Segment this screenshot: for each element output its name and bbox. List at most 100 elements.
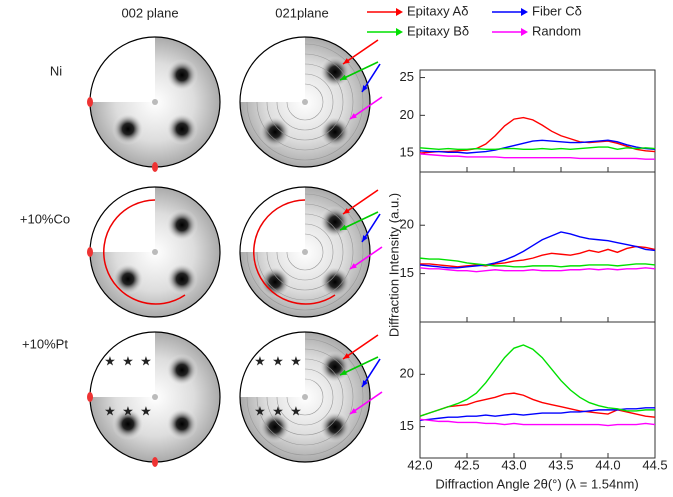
pole-marker [87, 392, 93, 402]
x-tick-label: 42.5 [454, 457, 479, 472]
y-tick-label: 25 [400, 69, 414, 84]
arrow [342, 189, 379, 215]
pole-arc [253, 199, 336, 305]
pole-cutout [89, 331, 155, 397]
pole-spot [166, 113, 198, 145]
arrow [349, 246, 383, 270]
legend-label: Epitaxy Bδ [407, 23, 469, 38]
series-line [419, 146, 656, 151]
pole-center [302, 249, 308, 255]
pole-star: ★ [140, 403, 152, 418]
series-line [419, 257, 656, 268]
pole-star: ★ [254, 353, 266, 368]
series-line [419, 139, 656, 154]
series-line [420, 245, 656, 268]
pole-center [302, 99, 308, 105]
y-tick-label: 20 [400, 217, 414, 232]
pole-star: ★ [254, 403, 266, 418]
arrow [349, 96, 383, 120]
pole-marker [152, 457, 158, 467]
pole-outline [239, 36, 371, 168]
legend-label: Fiber Cδ [532, 3, 582, 18]
arrow-head [362, 85, 368, 92]
y-tick-label: 15 [400, 265, 414, 280]
pole-outline [239, 331, 371, 463]
pole-spot [112, 263, 144, 295]
arrow-head [340, 369, 347, 375]
pole-marker [152, 162, 158, 172]
arrow-head [350, 263, 357, 269]
legend-label: Epitaxy Aδ [407, 3, 468, 18]
pole-star: ★ [272, 403, 284, 418]
arrow-head [350, 408, 357, 414]
pole-star: ★ [140, 353, 152, 368]
pole-spot [319, 266, 351, 298]
panel-frame [419, 171, 656, 323]
legend-label: Random [532, 23, 581, 38]
x-tick-label: 43.5 [548, 457, 573, 472]
pole-star: ★ [122, 353, 134, 368]
pole-spot [166, 59, 198, 91]
x-tick-label: 44.0 [595, 457, 620, 472]
series-line [419, 407, 655, 422]
legend-swatch [521, 28, 528, 36]
legend-swatch [396, 28, 403, 36]
arrow-head [343, 353, 350, 359]
arrow-head [340, 74, 347, 80]
pole-spot [166, 263, 198, 295]
plot: Epitaxy Aδ Fiber Cδ Epitaxy Bδ Random 15 20 25… [367, 3, 668, 472]
pole-arc [103, 199, 186, 305]
pole-spot [166, 408, 198, 440]
pole-spot [319, 411, 351, 443]
y-tick-label: 20 [400, 107, 414, 122]
row-label: +10%Co [20, 211, 70, 226]
pole-center [152, 394, 158, 400]
pole-spot [259, 411, 291, 443]
pole-spot [166, 209, 198, 241]
pole-star: ★ [290, 403, 302, 418]
pole-center [152, 249, 158, 255]
series-line [419, 267, 656, 273]
pole-spot [259, 266, 291, 298]
pole-outline [239, 186, 371, 318]
pole-marker [87, 247, 93, 257]
pole-star: ★ [104, 403, 116, 418]
pole-spot [319, 116, 351, 148]
x-axis-label: Diffraction Angle 2θ(°) (λ = 1.54nm) [435, 476, 638, 491]
pole-spot [259, 116, 291, 148]
series-line [419, 231, 656, 269]
pole-marker [87, 97, 93, 107]
y-tick-label: 15 [400, 418, 414, 433]
arrow-head [362, 235, 368, 242]
column-label: 002 plane [121, 5, 178, 20]
legend-swatch [396, 8, 403, 16]
arrow-head [340, 224, 347, 230]
series-line [419, 153, 655, 160]
pole-cutout [89, 186, 155, 252]
pole-spot [112, 113, 144, 145]
pole-spot [112, 408, 144, 440]
arrow [339, 211, 379, 231]
arrow [339, 61, 379, 81]
arrow-head [343, 208, 350, 214]
pole-cutout [89, 36, 155, 102]
y-axis-label: Diffraction Intensity (a.u.) [386, 193, 401, 337]
arrow [349, 391, 383, 415]
legend-swatch [521, 8, 528, 16]
pole-cutout [239, 331, 305, 397]
arrow [342, 334, 379, 360]
y-tick-label: 20 [400, 366, 414, 381]
x-tick-label: 43.0 [501, 457, 526, 472]
pole-cutout [239, 186, 305, 252]
pole-center [302, 394, 308, 400]
arrow-head [362, 380, 368, 387]
row-label: +10%Pt [22, 336, 68, 351]
y-tick-label: 15 [400, 145, 414, 160]
arrow-head [343, 58, 350, 64]
arrow [339, 356, 379, 376]
pole-cutout [239, 36, 305, 102]
row-label: Ni [50, 63, 62, 78]
column-label: 021plane [275, 5, 329, 20]
series-line [419, 418, 656, 427]
